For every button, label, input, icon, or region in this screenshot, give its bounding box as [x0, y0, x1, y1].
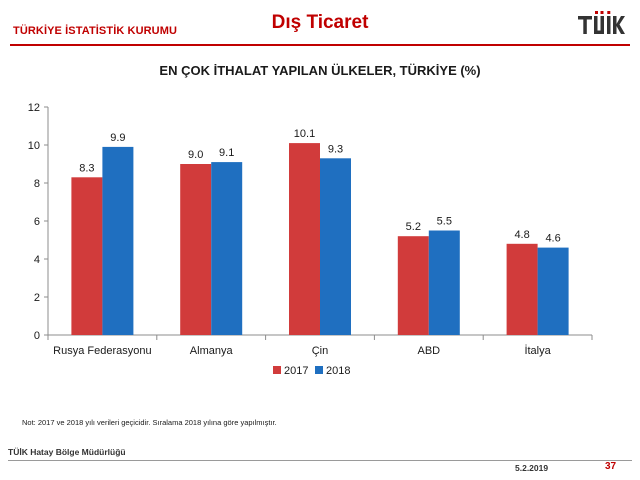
legend-label: 2018	[326, 365, 350, 377]
bar-2018	[537, 247, 569, 335]
bar-2017	[71, 177, 103, 335]
data-label: 9.9	[110, 132, 125, 144]
y-tick-label: 2	[34, 292, 40, 304]
x-tick-label: ABD	[417, 345, 440, 357]
chart-title: EN ÇOK İTHALAT YAPILAN ÜLKELER, TÜRKİYE …	[159, 63, 481, 78]
page-title: Dış Ticaret	[271, 12, 369, 33]
x-tick-label: Çin	[312, 345, 329, 357]
data-label: 5.2	[406, 221, 421, 233]
bar-chart: 0 2 4 6 8 10 12 Rusya Federasyonu Almanya Çin ABD İ…	[28, 102, 593, 377]
footer-divider	[8, 460, 632, 461]
data-label: 9.3	[328, 143, 343, 155]
x-tick-label: Rusya Federasyonu	[53, 345, 151, 357]
y-tick-label: 6	[34, 216, 40, 228]
x-tick-label: İtalya	[524, 344, 551, 357]
legend-label: 2017	[284, 365, 308, 377]
data-label: 8.3	[79, 162, 94, 174]
page-number: 37	[605, 461, 617, 472]
footer-office: TÜİK Hatay Bölge Müdürlüğü	[8, 447, 126, 457]
legend-swatch-2017	[273, 366, 281, 374]
bar-2017	[506, 243, 538, 335]
data-label: 9.0	[188, 149, 203, 161]
footer-date: 5.2.2019	[515, 463, 549, 473]
slide-header: TÜRKİYE İSTATİSTİK KURUMU Dış Ticaret	[0, 0, 640, 46]
y-tick-label: 10	[28, 140, 40, 152]
y-tick-label: 8	[34, 178, 40, 190]
data-label: 5.5	[437, 216, 452, 228]
bar-2017	[397, 236, 429, 335]
header-divider	[10, 44, 630, 46]
y-tick-label: 4	[34, 254, 40, 266]
bar-2018	[320, 158, 351, 335]
organization-name: TÜRKİYE İSTATİSTİK KURUMU	[13, 25, 178, 37]
bar-2018	[102, 146, 134, 335]
y-tick-label: 12	[28, 102, 40, 114]
bar-2018	[211, 162, 243, 335]
data-label: 4.8	[514, 229, 529, 241]
legend-swatch-2018	[315, 366, 323, 374]
bar-2017	[180, 164, 212, 335]
bar-2017	[289, 143, 320, 335]
data-label: 4.6	[545, 233, 560, 245]
y-tick-label: 0	[34, 330, 40, 342]
data-label: 9.1	[219, 147, 234, 159]
tuik-logo-icon	[578, 11, 625, 34]
x-tick-label: Almanya	[190, 345, 234, 357]
bar-2018	[428, 230, 460, 335]
data-label: 10.1	[294, 128, 315, 140]
footnote: Not: 2017 ve 2018 yılı verileri geçicidi…	[22, 418, 277, 427]
